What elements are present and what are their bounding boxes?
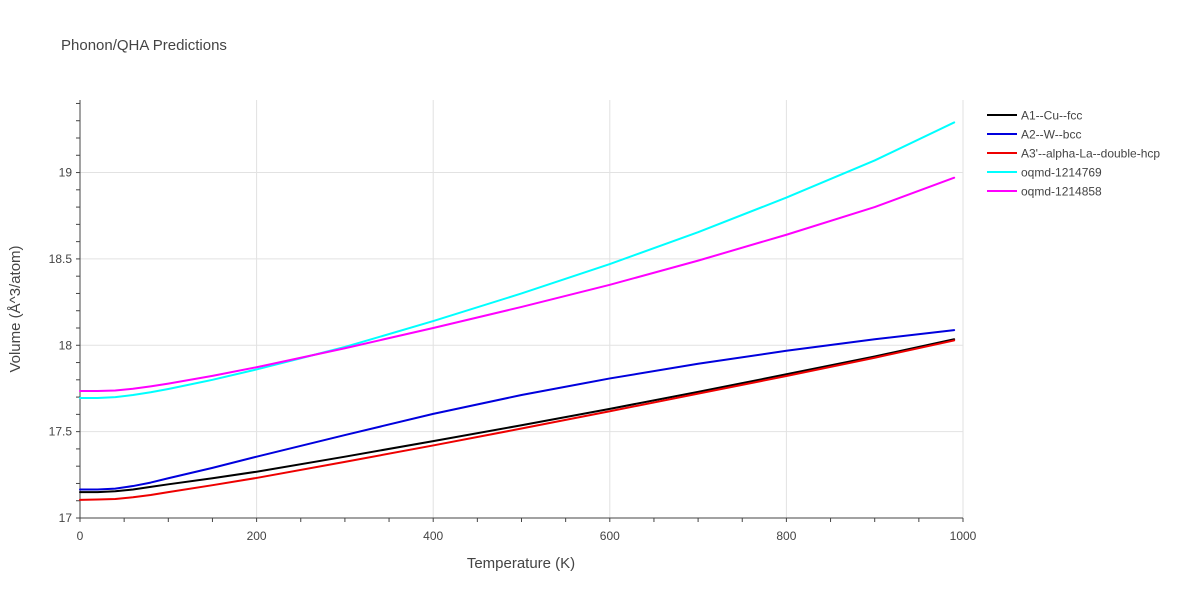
axes: 0 200 400 600 800 1000 17 17.5 18 18.5 19 xyxy=(49,100,977,543)
series-lines xyxy=(79,121,956,501)
legend-label: A3'--alpha-La--double-hcp xyxy=(1021,147,1160,161)
x-tick-label: 200 xyxy=(247,529,267,543)
legend-item[interactable]: oqmd-1214769 xyxy=(987,166,1102,180)
grid-lines xyxy=(80,100,964,518)
legend-label: oqmd-1214858 xyxy=(1021,185,1102,199)
legend-label: A1--Cu--fcc xyxy=(1021,109,1082,123)
x-tick-label: 1000 xyxy=(950,529,977,543)
y-axis-label: Volume (Å^3/atom) xyxy=(7,245,24,372)
x-tick-label: 400 xyxy=(423,529,443,543)
y-tick-label: 17 xyxy=(59,511,73,525)
legend-label: A2--W--bcc xyxy=(1021,128,1081,142)
x-axis-label: Temperature (K) xyxy=(467,555,575,572)
chart-title: Phonon/QHA Predictions xyxy=(61,37,227,54)
y-tick-label: 18 xyxy=(59,338,73,352)
series-line[interactable] xyxy=(79,338,956,494)
y-tick-label: 18.5 xyxy=(49,252,73,266)
legend[interactable]: A1--Cu--fcc A2--W--bcc A3'--alpha-La--doub… xyxy=(987,109,1160,199)
x-tick-label: 600 xyxy=(600,529,620,543)
legend-label: oqmd-1214769 xyxy=(1021,166,1102,180)
legend-item[interactable]: A2--W--bcc xyxy=(987,128,1081,142)
series-line[interactable] xyxy=(79,339,956,501)
y-tick-label: 19 xyxy=(59,166,73,180)
legend-item[interactable]: A3'--alpha-La--double-hcp xyxy=(987,147,1160,161)
legend-item[interactable]: oqmd-1214858 xyxy=(987,185,1102,199)
series-line[interactable] xyxy=(79,176,956,393)
series-line[interactable] xyxy=(79,121,956,399)
series-line[interactable] xyxy=(79,329,956,491)
y-tick-label: 17.5 xyxy=(49,425,73,439)
x-tick-label: 0 xyxy=(77,529,84,543)
legend-item[interactable]: A1--Cu--fcc xyxy=(987,109,1082,123)
x-tick-label: 800 xyxy=(776,529,796,543)
